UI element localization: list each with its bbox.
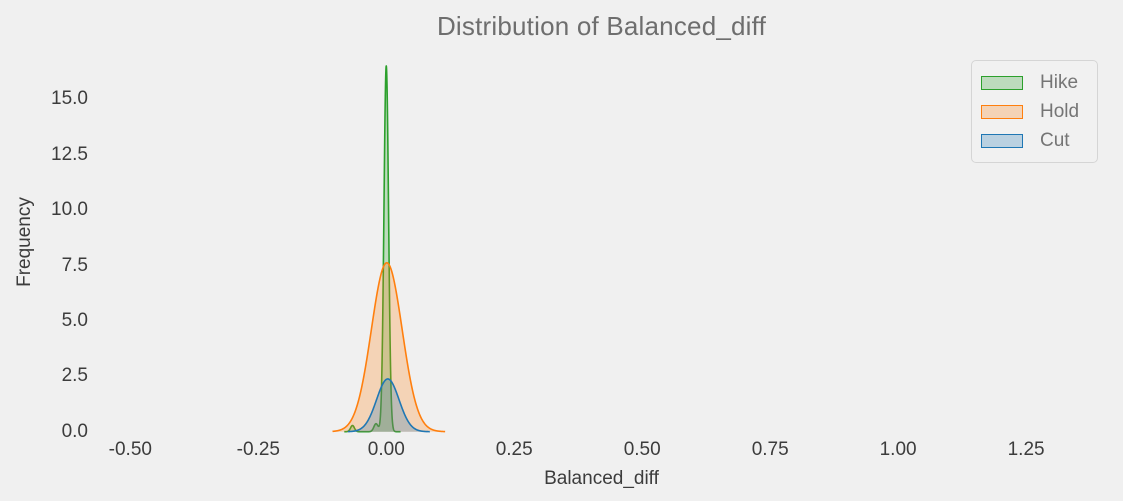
legend-swatch-icon [981, 75, 1023, 90]
legend: Hike Hold Cut [971, 60, 1098, 163]
chart-title: Distribution of Balanced_diff [436, 11, 767, 41]
y-tick-label: 0.0 [61, 420, 88, 442]
legend-item-hold: Hold [981, 97, 1088, 126]
x-axis-label: Balanced_diff [544, 468, 659, 489]
series-hold-line [331, 262, 446, 433]
x-tick-label: 0.75 [751, 439, 789, 460]
y-tick-label: 2.5 [61, 365, 88, 387]
legend-label: Hold [1040, 101, 1080, 122]
series-cut-line [347, 378, 431, 433]
y-tick-label: 7.5 [61, 254, 88, 276]
x-tick-label: -0.50 [108, 439, 152, 460]
x-tick-label: -0.25 [236, 439, 280, 460]
y-axis-label: Frequency [14, 197, 35, 287]
x-tick-label: 0.50 [623, 439, 661, 460]
x-tick-label: 0.25 [495, 439, 533, 460]
x-tick-label: 1.00 [879, 439, 917, 460]
y-tick-label: 10.0 [51, 199, 88, 220]
x-tick-label: 0.00 [367, 439, 405, 460]
series-hold-area [332, 262, 446, 432]
legend-swatch-icon [981, 104, 1023, 119]
legend-swatch-icon [981, 133, 1023, 148]
x-tick-label: 1.25 [1007, 439, 1045, 460]
legend-label: Cut [1040, 130, 1070, 151]
y-tick-label: 5.0 [61, 309, 88, 331]
legend-label: Hike [1040, 72, 1079, 93]
series-hike-line [343, 65, 402, 433]
series-hike-area [344, 65, 401, 432]
series-cut-area [347, 378, 430, 432]
y-tick-label: 15.0 [51, 88, 88, 110]
y-tick-label: 12.5 [51, 143, 88, 165]
legend-item-hike: Hike [981, 68, 1088, 97]
legend-item-cut: Cut [981, 126, 1088, 155]
